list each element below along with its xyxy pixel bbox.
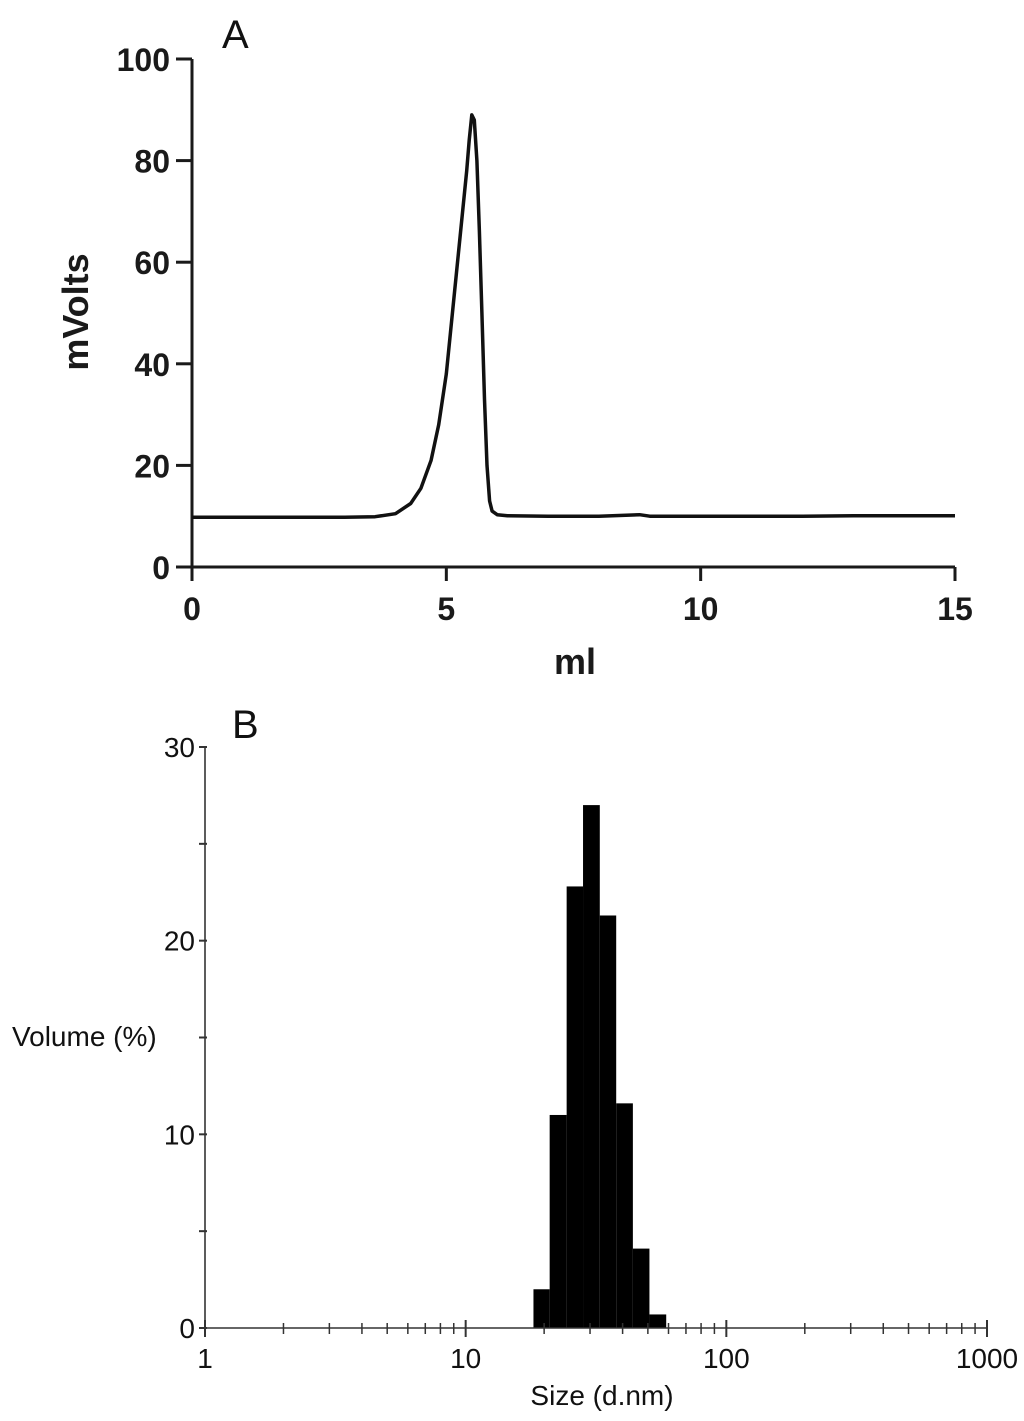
histogram-bar: [549, 1114, 567, 1328]
panel-a-y-tick-label: 60: [134, 245, 170, 281]
histogram-bar: [533, 1289, 550, 1328]
histogram-bar: [649, 1314, 667, 1328]
panel-a-y-tick-label: 0: [152, 550, 170, 586]
histogram-bar: [632, 1248, 650, 1328]
panel-a-y-tick-label: 40: [134, 347, 170, 383]
panel-a-x-tick-label: 15: [937, 591, 973, 627]
panel-b-bars: [533, 805, 667, 1328]
panel-a-chromatogram: A 0 20 40 60 80 100 0 5 10 15 ml mVolts: [55, 13, 973, 682]
panel-b-x-tick-label: 1: [197, 1343, 213, 1374]
panel-a-y-tick-label: 80: [134, 144, 170, 180]
panel-b-y-ticks: 0 10 20 30: [164, 732, 207, 1344]
panel-a-x-axis-label: ml: [554, 641, 596, 682]
panel-b-y-tick-label: 0: [179, 1313, 195, 1344]
panel-a-y-axis-label: mVolts: [55, 253, 96, 370]
panel-a-x-ticks: 0 5 10 15: [183, 567, 973, 627]
panel-a-x-tick-label: 10: [683, 591, 719, 627]
histogram-bar: [583, 805, 600, 1328]
histogram-bar: [599, 915, 617, 1328]
panel-b-y-tick-label: 30: [164, 732, 195, 763]
panel-b-label: B: [232, 703, 259, 747]
panel-b-x-ticks: 1 10 100 1000: [197, 1320, 1018, 1374]
panel-a-label: A: [222, 13, 249, 57]
panel-b-x-tick-label: 1000: [956, 1343, 1018, 1374]
panel-b-y-axis-label: Volume (%): [12, 1021, 157, 1052]
panel-b-size-distribution: B 0 10 20 30 1 10 100 1000 Size (d.nm) Volume …: [12, 703, 1018, 1411]
panel-a-x-tick-label: 5: [437, 591, 455, 627]
panel-b-x-tick-label: 100: [703, 1343, 750, 1374]
panel-a-trace-line: [192, 113, 955, 519]
panel-b-y-tick-label: 20: [164, 926, 195, 957]
panel-a-y-tick-label: 100: [117, 42, 170, 78]
panel-b-x-axis-label: Size (d.nm): [530, 1380, 673, 1411]
panel-a-x-tick-label: 0: [183, 591, 201, 627]
panel-a-y-ticks: 0 20 40 60 80 100: [117, 42, 192, 586]
histogram-bar: [566, 886, 584, 1328]
panel-a-y-tick-label: 20: [134, 448, 170, 484]
panel-b-y-tick-label: 10: [164, 1119, 195, 1150]
histogram-bar: [616, 1103, 633, 1328]
panel-b-x-tick-label: 10: [450, 1343, 481, 1374]
